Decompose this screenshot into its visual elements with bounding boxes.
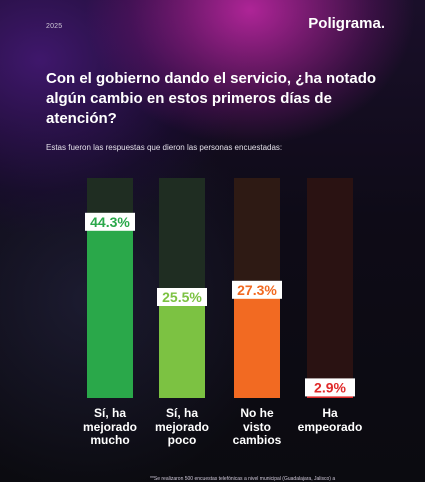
category-label: Ha empeorado [297, 406, 363, 434]
data-label: 2.9% [314, 379, 346, 395]
bar [159, 296, 205, 398]
category-label: Sí, ha mejorado mucho [82, 406, 137, 447]
bar [234, 288, 280, 398]
category-label: Sí, ha mejorado poco [154, 406, 209, 447]
footnote: **Se realizaron 500 encuestas telefónica… [150, 476, 336, 482]
data-label: 27.3% [237, 282, 277, 298]
brand-logo: Poligrama. [308, 15, 385, 32]
category-label: No he visto cambios [232, 406, 282, 447]
chart-subtitle: Estas fueron las respuestas que dieron l… [46, 143, 283, 152]
data-label-box [305, 378, 355, 397]
bar [87, 220, 133, 398]
data-label-box [232, 280, 282, 299]
year-label: 2025 [46, 23, 63, 30]
data-label-box [85, 212, 135, 231]
data-label: 44.3% [90, 214, 130, 230]
chart-title: Con el gobierno dando el servicio, ¿ha n… [46, 70, 377, 127]
data-label: 25.5% [162, 289, 202, 305]
bar-track [307, 178, 353, 398]
data-label-box [157, 288, 207, 306]
